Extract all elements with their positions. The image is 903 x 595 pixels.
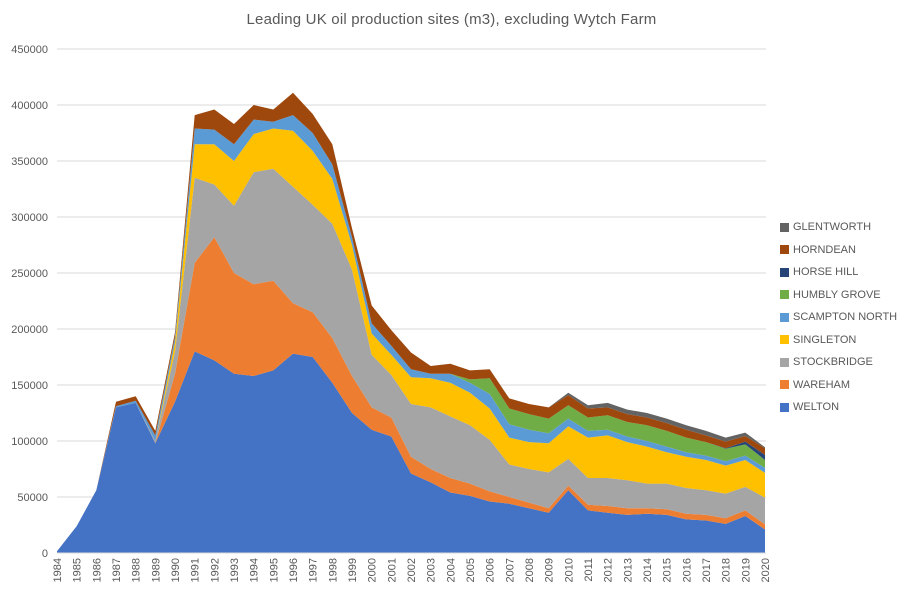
y-axis-label: 200000 bbox=[11, 324, 48, 336]
legend-item-horndean: HORNDEAN bbox=[780, 239, 897, 262]
x-axis-label: 1994 bbox=[249, 558, 261, 582]
legend-item-stockbridge: STOCKBRIDGE bbox=[780, 351, 897, 374]
area-series-welton bbox=[57, 351, 765, 553]
area-series-stockbridge bbox=[57, 168, 765, 552]
x-axis-label: 2018 bbox=[721, 558, 733, 582]
legend-item-wareham: WAREHAM bbox=[780, 374, 897, 397]
y-axis-label: 350000 bbox=[11, 156, 48, 168]
x-axis-label: 2008 bbox=[524, 558, 536, 582]
x-axis-label: 1999 bbox=[347, 558, 359, 582]
x-axis-label: 1985 bbox=[72, 558, 84, 582]
legend-label: HORSE HILL bbox=[793, 266, 859, 279]
legend-swatch-icon bbox=[780, 245, 789, 255]
legend-swatch-icon bbox=[780, 222, 789, 232]
legend-label: HORNDEAN bbox=[793, 243, 856, 256]
y-axis-label: 400000 bbox=[11, 100, 48, 112]
chart-title: Leading UK oil production sites (m3), ex… bbox=[246, 11, 657, 28]
x-axis-label: 2006 bbox=[485, 558, 497, 582]
legend-label: GLENTWORTH bbox=[793, 221, 872, 234]
legend-swatch-icon bbox=[780, 335, 789, 345]
x-axis-label: 1995 bbox=[268, 558, 280, 582]
x-axis-label: 2007 bbox=[504, 558, 516, 582]
x-axis-label: 2015 bbox=[662, 558, 674, 582]
x-axis-label: 2017 bbox=[701, 558, 713, 582]
x-axis-label: 2005 bbox=[465, 558, 477, 582]
legend-swatch-icon bbox=[780, 380, 789, 390]
legend-item-horse-hill: HORSE HILL bbox=[780, 261, 897, 284]
legend-label: HUMBLY GROVE bbox=[793, 288, 881, 301]
x-axis-label: 2020 bbox=[760, 558, 772, 582]
legend-item-singleton: SINGLETON bbox=[780, 329, 897, 352]
legend-label: WAREHAM bbox=[793, 378, 851, 391]
y-axis-label: 150000 bbox=[11, 380, 48, 392]
legend-swatch-icon bbox=[780, 312, 789, 322]
y-axis-label: 250000 bbox=[11, 268, 48, 280]
legend-swatch-icon bbox=[780, 267, 789, 277]
x-axis-label: 1986 bbox=[91, 558, 103, 582]
legend: GLENTWORTH HORNDEAN HORSE HILL HUMBLY GROVE… bbox=[780, 216, 897, 419]
x-axis-label: 1988 bbox=[131, 558, 143, 582]
y-axis-label: 300000 bbox=[11, 212, 48, 224]
y-axis-label: 450000 bbox=[11, 44, 48, 56]
x-axis-label: 2002 bbox=[406, 558, 418, 582]
x-axis-label: 2003 bbox=[426, 558, 438, 582]
area-series-singleton bbox=[57, 128, 765, 552]
y-axis-label: 0 bbox=[42, 548, 48, 560]
x-axis-label: 2014 bbox=[642, 558, 654, 582]
legend-item-welton: WELTON bbox=[780, 396, 897, 419]
y-axis-label: 50000 bbox=[17, 492, 48, 504]
legend-swatch-icon bbox=[780, 357, 789, 367]
x-axis-label: 1984 bbox=[52, 558, 64, 582]
x-axis-label: 2012 bbox=[603, 558, 615, 582]
x-axis-label: 1998 bbox=[327, 558, 339, 582]
x-axis-label: 2009 bbox=[544, 558, 556, 582]
x-axis-label: 2001 bbox=[386, 558, 398, 582]
legend-label: SINGLETON bbox=[793, 333, 857, 346]
legend-swatch-icon bbox=[780, 290, 789, 300]
x-axis-label: 1991 bbox=[190, 558, 202, 582]
x-axis-label: 1989 bbox=[150, 558, 162, 582]
x-axis-label: 1992 bbox=[209, 558, 221, 582]
x-axis-label: 2016 bbox=[681, 558, 693, 582]
x-axis-label: 1996 bbox=[288, 558, 300, 582]
x-axis-label: 2004 bbox=[445, 558, 457, 582]
x-axis-label: 2000 bbox=[367, 558, 379, 582]
legend-item-humbly-grove: HUMBLY GROVE bbox=[780, 284, 897, 307]
legend-item-glentworth: GLENTWORTH bbox=[780, 216, 897, 239]
x-axis-label: 2013 bbox=[622, 558, 634, 582]
legend-label: SCAMPTON NORTH bbox=[793, 311, 898, 324]
y-axis-label: 100000 bbox=[11, 436, 48, 448]
x-axis-label: 1987 bbox=[111, 558, 123, 582]
x-axis-label: 2011 bbox=[583, 558, 595, 582]
x-axis-label: 1993 bbox=[229, 558, 241, 582]
legend-label: STOCKBRIDGE bbox=[793, 356, 873, 369]
x-axis-label: 1990 bbox=[170, 558, 182, 582]
area-series-wareham bbox=[57, 237, 765, 552]
legend-item-scampton-north: SCAMPTON NORTH bbox=[780, 306, 897, 329]
x-axis-label: 2010 bbox=[563, 558, 575, 582]
x-axis-label: 1997 bbox=[308, 558, 320, 582]
legend-label: WELTON bbox=[793, 401, 840, 414]
x-axis-label: 2019 bbox=[740, 558, 752, 582]
legend-swatch-icon bbox=[780, 402, 789, 412]
